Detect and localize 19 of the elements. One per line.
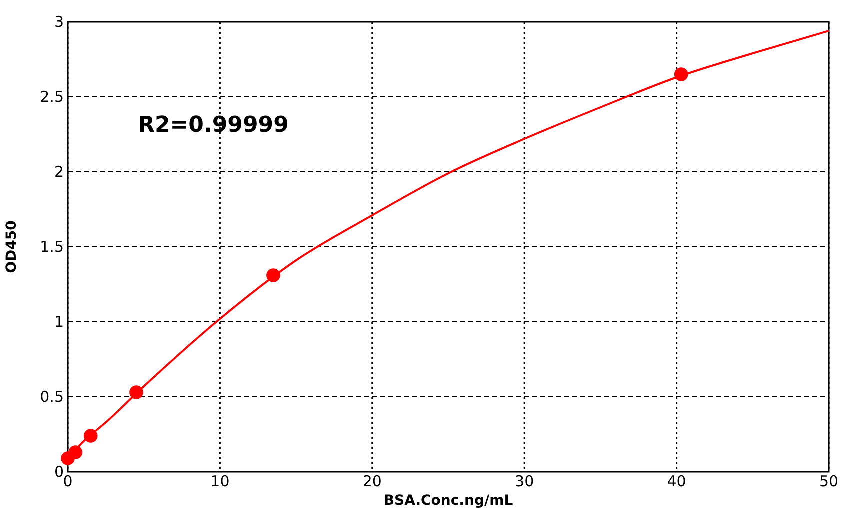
x-tick-label: 20 [362, 472, 382, 491]
annotation: R2=0.99999 [138, 113, 289, 138]
x-tick-label: 40 [667, 472, 686, 491]
x-tick-label: 50 [819, 472, 839, 491]
y-tick-label: 2.5 [40, 88, 64, 106]
point [68, 446, 83, 460]
y-tick-label: 0.5 [40, 388, 64, 406]
x-tick-label: 30 [515, 472, 534, 491]
point [130, 386, 144, 400]
y-tick-label: 2 [54, 162, 64, 181]
x-axis-title: BSA.Conc.ng/mL [384, 493, 514, 509]
y-tick-label: 1 [54, 312, 64, 331]
y-tick-label: 1.5 [40, 238, 64, 256]
point [84, 429, 98, 443]
y-tick-label: 3 [54, 12, 64, 31]
y-axis-title: OD450 [4, 220, 20, 274]
x-tick-label: 10 [210, 472, 230, 491]
point [266, 268, 280, 282]
point [674, 68, 688, 82]
